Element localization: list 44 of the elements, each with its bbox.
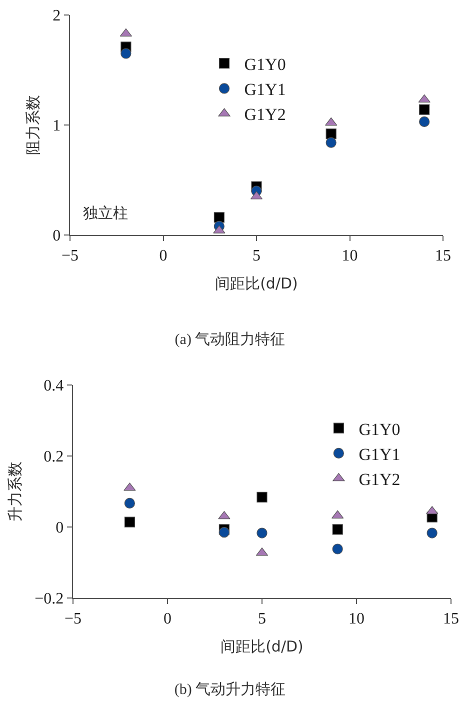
point: [332, 524, 343, 535]
point: [124, 516, 135, 528]
legend-label: G1Y0: [358, 420, 400, 439]
x-axis-title: 间距比(d/D): [215, 274, 298, 292]
point: [214, 212, 224, 223]
y-tick-label: 1: [52, 118, 61, 135]
x-tick-label: 10: [342, 247, 358, 264]
y-tick-label: 0.4: [44, 378, 64, 395]
x-tick-label: 5: [252, 247, 260, 264]
x-tick-label: 0: [159, 247, 168, 264]
x-tick-label: 0: [164, 610, 172, 628]
point: [326, 128, 336, 140]
point: [419, 104, 430, 115]
legend-label: G1Y1: [358, 444, 400, 464]
annotation: 独立柱: [83, 204, 128, 222]
point: [256, 492, 268, 502]
point: [120, 48, 132, 59]
legend-label: G1Y2: [358, 470, 400, 489]
y-tick-label: 2: [52, 8, 61, 25]
y-tick-label: −0.2: [34, 590, 64, 608]
point: [124, 498, 135, 509]
y-tick-label: 0.2: [44, 448, 64, 466]
y-tick-label: 0: [52, 228, 61, 245]
text: (b) 气动升力特征: [173, 680, 287, 699]
legend-label: G1Y2: [244, 105, 286, 124]
x-axis-title: 间距比(d/D): [220, 637, 304, 656]
y-axis-title: 阻力系数: [24, 95, 42, 155]
x-tick-label: 5: [258, 610, 266, 628]
text: (a) 气动阻力特征: [174, 330, 286, 349]
x-tick-label: 15: [443, 610, 459, 628]
point: [419, 116, 430, 127]
point: [218, 527, 230, 538]
legend-label: G1Y1: [244, 80, 286, 100]
point: [256, 528, 268, 538]
point: [426, 528, 438, 538]
x-tick-label: 15: [435, 247, 451, 264]
point: [326, 137, 336, 148]
x-tick-label: 10: [348, 610, 364, 628]
legend-label: G1Y0: [244, 54, 286, 74]
x-tick-label: −5: [64, 610, 82, 628]
y-tick-label: 0: [56, 520, 64, 537]
point: [332, 544, 343, 554]
x-tick-label: −5: [61, 247, 79, 264]
y-axis-title: 升力系数: [6, 462, 24, 522]
